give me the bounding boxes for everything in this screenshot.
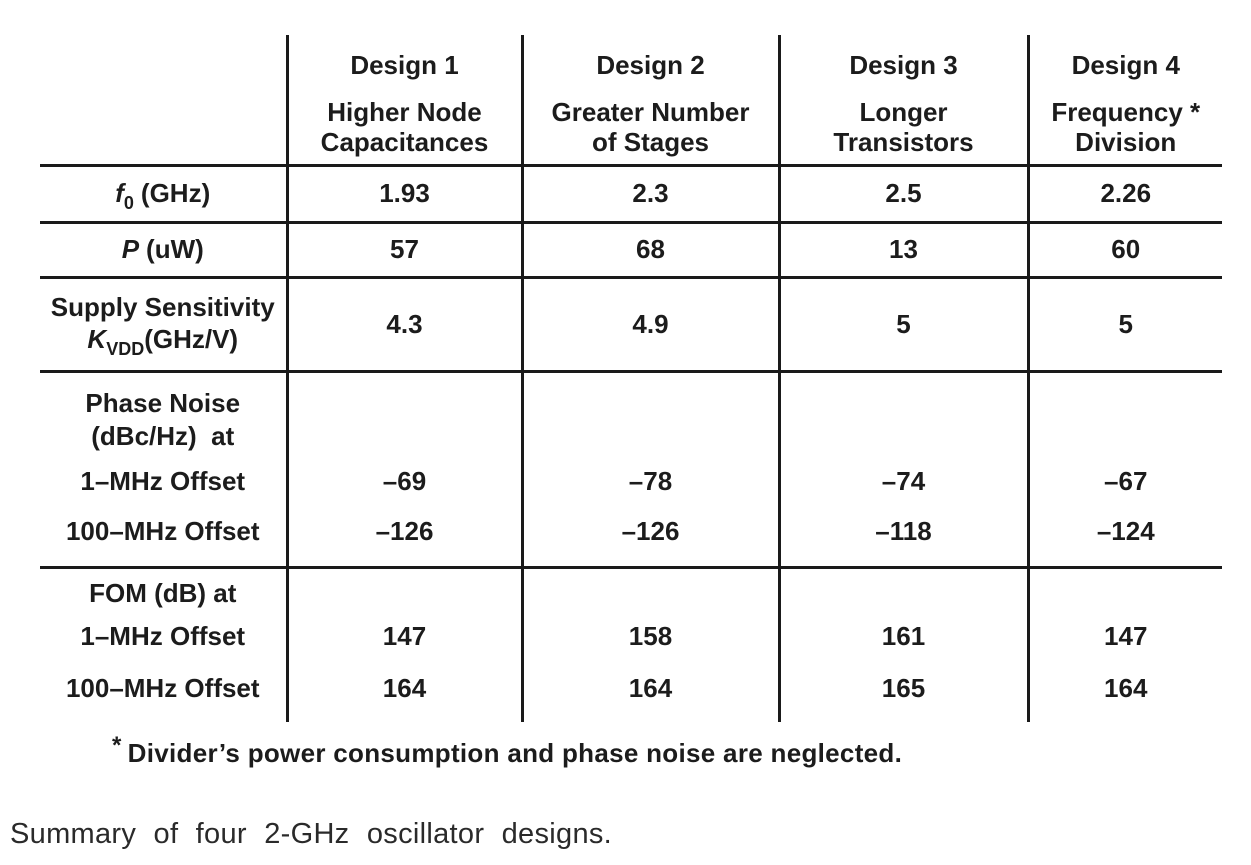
fom-values-design-2: 158 164 bbox=[520, 567, 779, 722]
phase-noise-1mhz-design-4: –67 bbox=[1104, 466, 1148, 496]
row-figure-of-merit: FOM (dB) at 1–MHz Offset 100–MHz Offset … bbox=[40, 567, 1222, 722]
phase-noise-values-design-4: –67 –124 bbox=[1026, 371, 1222, 567]
design-1-title: Design 1 bbox=[350, 50, 459, 81]
fom-title: FOM (dB) at bbox=[89, 578, 237, 609]
fom-offset2-label: 100–MHz Offset bbox=[65, 673, 260, 704]
freq-subscript: 0 bbox=[123, 193, 134, 213]
design-1-description: Higher Node Capacitances bbox=[320, 97, 489, 158]
fom-100mhz-design-4: 164 bbox=[1104, 673, 1148, 704]
supply-value-design-1: 4.3 bbox=[285, 277, 522, 371]
fom-1mhz-design-4: 147 bbox=[1104, 621, 1148, 652]
supply-value-design-3: 5 bbox=[777, 277, 1028, 371]
fom-offset1-label: 1–MHz Offset bbox=[80, 621, 246, 652]
supply-value-design-4: 5 bbox=[1026, 277, 1222, 371]
row-supply-sensitivity: Supply Sensitivity KVDD(GHz/V) 4.3 4.9 5… bbox=[40, 277, 1222, 371]
phase-noise-title-line1: Phase Noise bbox=[85, 388, 241, 418]
fom-1mhz-design-1: 147 bbox=[382, 621, 427, 652]
header-row: Design 1 Higher Node Capacitances Design… bbox=[40, 35, 1222, 165]
phase-noise-values-design-3: –74 –118 bbox=[777, 371, 1028, 567]
power-value-design-3: 13 bbox=[777, 222, 1028, 277]
table-footnote: * Divider’s power consumption and phase n… bbox=[112, 732, 903, 769]
column-header-design-3: Design 3 Longer Transistors bbox=[777, 35, 1028, 165]
phase-noise-values-design-1: –69 –126 bbox=[285, 371, 522, 567]
fom-1mhz-design-2: 158 bbox=[628, 621, 673, 652]
design-2-title: Design 2 bbox=[596, 50, 705, 81]
fom-1mhz-design-3: 161 bbox=[881, 621, 926, 652]
phase-noise-offset2-label: 100–MHz Offset bbox=[65, 516, 260, 546]
phase-noise-1mhz-design-2: –78 bbox=[628, 466, 673, 496]
phase-noise-1mhz-design-1: –69 bbox=[382, 466, 427, 496]
phase-noise-100mhz-design-1: –126 bbox=[375, 516, 434, 546]
supply-label-line2: KVDD(GHz/V) bbox=[40, 323, 286, 359]
freq-value-design-1: 1.93 bbox=[285, 165, 522, 222]
oscillator-comparison-table: Design 1 Higher Node Capacitances Design… bbox=[40, 35, 1222, 722]
fom-100mhz-design-2: 164 bbox=[628, 673, 673, 704]
freq-value-design-4: 2.26 bbox=[1026, 165, 1222, 222]
fom-values-design-1: 147 164 bbox=[285, 567, 522, 722]
fom-100mhz-design-3: 165 bbox=[881, 673, 926, 704]
phase-noise-title-line2: (dBc/Hz) at bbox=[91, 421, 235, 451]
column-header-design-1: Design 1 Higher Node Capacitances bbox=[285, 35, 522, 165]
supply-value-design-2: 4.9 bbox=[520, 277, 779, 371]
power-value-design-4: 60 bbox=[1026, 222, 1222, 277]
supply-label-line1: Supply Sensitivity bbox=[50, 291, 275, 322]
phase-noise-row-label: Phase Noise (dBc/Hz) at 1–MHz Offset 100… bbox=[40, 371, 287, 567]
footnote-text: Divider’s power consumption and phase no… bbox=[127, 738, 903, 768]
fom-row-label: FOM (dB) at 1–MHz Offset 100–MHz Offset bbox=[40, 567, 287, 722]
phase-noise-100mhz-design-2: –126 bbox=[621, 516, 680, 546]
design-3-title: Design 3 bbox=[849, 50, 958, 81]
column-header-design-2: Design 2 Greater Number of Stages bbox=[520, 35, 779, 165]
supply-row-label: Supply Sensitivity KVDD(GHz/V) bbox=[40, 277, 287, 371]
row-oscillation-frequency: f0 (GHz) 1.93 2.3 2.5 2.26 bbox=[40, 165, 1222, 222]
power-row-label: P (uW) bbox=[40, 222, 287, 277]
supply-subscript: VDD bbox=[106, 338, 145, 359]
design-4-description: Frequency * Division bbox=[1051, 97, 1201, 158]
phase-noise-100mhz-design-3: –118 bbox=[875, 516, 932, 546]
supply-symbol: K bbox=[87, 323, 107, 354]
phase-noise-1mhz-design-3: –74 bbox=[881, 466, 926, 496]
design-4-title: Design 4 bbox=[1071, 50, 1180, 81]
power-value-design-1: 57 bbox=[285, 222, 522, 277]
column-header-design-4: Design 4 Frequency * Division bbox=[1026, 35, 1222, 165]
freq-value-design-3: 2.5 bbox=[777, 165, 1028, 222]
freq-unit: (GHz) bbox=[140, 178, 211, 208]
design-2-description: Greater Number of Stages bbox=[551, 97, 750, 158]
freq-symbol: f bbox=[115, 178, 124, 208]
row-power-consumption: P (uW) 57 68 13 60 bbox=[40, 222, 1222, 277]
freq-row-label: f0 (GHz) bbox=[40, 165, 287, 222]
power-symbol: P bbox=[121, 234, 140, 264]
fom-100mhz-design-1: 164 bbox=[382, 673, 427, 704]
fom-values-design-3: 161 165 bbox=[777, 567, 1028, 722]
design-3-description: Longer Transistors bbox=[833, 97, 974, 158]
phase-noise-100mhz-design-4: –124 bbox=[1096, 516, 1155, 546]
figure-caption: Summary of four 2-GHz oscillator designs… bbox=[10, 818, 613, 850]
freq-value-design-2: 2.3 bbox=[520, 165, 779, 222]
power-unit: (uW) bbox=[146, 234, 204, 264]
phase-noise-offset1-label: 1–MHz Offset bbox=[80, 466, 246, 496]
phase-noise-values-design-2: –78 –126 bbox=[520, 371, 779, 567]
supply-unit: (GHz/V) bbox=[144, 323, 239, 354]
footnote-asterisk: * bbox=[112, 732, 122, 759]
row-phase-noise: Phase Noise (dBc/Hz) at 1–MHz Offset 100… bbox=[40, 371, 1222, 567]
corner-cell bbox=[40, 35, 287, 165]
fom-values-design-4: 147 164 bbox=[1026, 567, 1222, 722]
power-value-design-2: 68 bbox=[520, 222, 779, 277]
